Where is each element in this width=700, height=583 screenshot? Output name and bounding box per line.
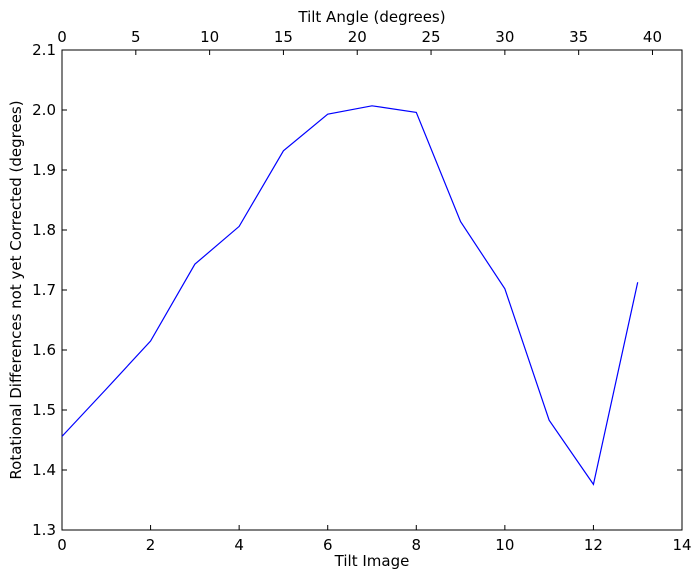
x-tick-label: 0 bbox=[57, 536, 67, 554]
x-tick-label: 12 bbox=[584, 536, 603, 554]
x-tick-label: 6 bbox=[323, 536, 333, 554]
top-x-tick-label: 15 bbox=[274, 28, 293, 46]
y-tick-label: 2.1 bbox=[32, 41, 56, 59]
y-tick-label: 1.9 bbox=[32, 161, 56, 179]
top-x-tick-label: 25 bbox=[422, 28, 441, 46]
top-x-tick-label: 40 bbox=[643, 28, 662, 46]
top-x-tick-label: 30 bbox=[495, 28, 514, 46]
y-tick-label: 1.5 bbox=[32, 401, 56, 419]
series-layer bbox=[61, 105, 639, 486]
top-x-tick-label: 5 bbox=[131, 28, 141, 46]
series-line bbox=[61, 105, 639, 486]
top-x-tick-label: 35 bbox=[569, 28, 588, 46]
top-x-tick-label: 20 bbox=[348, 28, 367, 46]
y-tick-label: 1.7 bbox=[32, 281, 56, 299]
y-tick-label: 1.8 bbox=[32, 221, 56, 239]
x-tick-label: 8 bbox=[412, 536, 422, 554]
x-tick-label: 2 bbox=[146, 536, 156, 554]
y-tick-label: 1.6 bbox=[32, 341, 56, 359]
x-axis-label: Tilt Image bbox=[334, 552, 410, 570]
y-tick-label: 1.4 bbox=[32, 461, 56, 479]
x-tick-label: 10 bbox=[495, 536, 514, 554]
bottom-x-ticks: 0 2 4 6 8 10 12 14 bbox=[57, 525, 692, 554]
plot-area bbox=[61, 49, 683, 531]
top-x-axis-label: Tilt Angle (degrees) bbox=[297, 8, 445, 26]
top-x-tick-label: 0 bbox=[57, 28, 67, 46]
x-tick-label: 14 bbox=[672, 536, 691, 554]
top-x-tick-label: 10 bbox=[200, 28, 219, 46]
y-ticks: 1.3 1.4 1.5 1.6 1.7 1.8 1.9 2.0 2.1 bbox=[32, 41, 682, 539]
x-tick-label: 4 bbox=[234, 536, 244, 554]
y-tick-label: 1.3 bbox=[32, 521, 56, 539]
y-tick-label: 2.0 bbox=[32, 101, 56, 119]
top-x-ticks: 0 5 10 15 20 25 30 35 40 bbox=[57, 28, 662, 55]
y-axis-label: Rotational Differences not yet Corrected… bbox=[7, 100, 25, 479]
